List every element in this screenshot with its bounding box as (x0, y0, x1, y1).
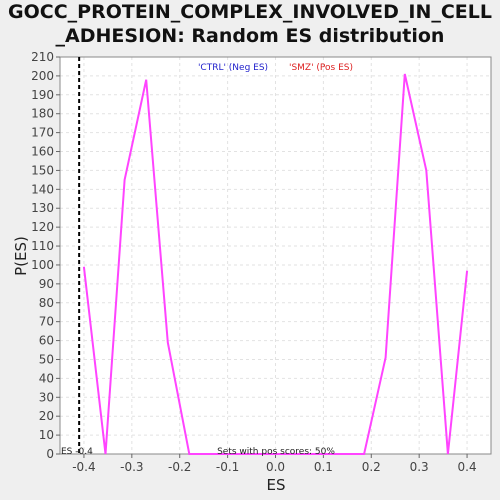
y-tick-label: 90 (39, 277, 54, 291)
y-tick-label: 140 (31, 182, 54, 196)
y-tick-label: 130 (31, 201, 54, 215)
y-tick-label: 20 (39, 409, 54, 423)
y-tick-label: 30 (39, 390, 54, 404)
actual-es-label: ES -0.4 (61, 447, 93, 457)
x-tick-label: 0.0 (266, 460, 285, 474)
x-tick-label: -0.1 (216, 460, 239, 474)
x-axis-title: ES (267, 476, 286, 494)
y-tick-label: 60 (39, 334, 54, 348)
y-tick-label: 110 (31, 239, 54, 253)
neg-es-legend-label: 'CTRL' (Neg ES) (198, 63, 268, 73)
x-tick-label: -0.4 (72, 460, 95, 474)
y-axis-title: P(ES) (12, 236, 30, 276)
x-tick-label: 0.4 (458, 460, 477, 474)
y-tick-label: 80 (39, 296, 54, 310)
y-tick-label: 180 (31, 107, 54, 121)
y-tick-label: 170 (31, 126, 54, 140)
y-tick-label: 100 (31, 258, 54, 272)
y-tick-label: 0 (46, 447, 54, 461)
x-tick-label: 0.3 (410, 460, 429, 474)
y-tick-label: 210 (31, 50, 54, 64)
x-tick-label: 0.1 (314, 460, 333, 474)
grid-layer (60, 57, 491, 454)
y-tick-label: 160 (31, 145, 54, 159)
y-tick-label: 200 (31, 69, 54, 83)
y-tick-label: 40 (39, 371, 54, 385)
pos-scores-footer-label: Sets with pos scores: 50% (217, 447, 335, 457)
y-tick-label: 10 (39, 428, 54, 442)
x-tick-label: -0.2 (168, 460, 191, 474)
y-tick-label: 50 (39, 352, 54, 366)
x-tick-label: 0.2 (362, 460, 381, 474)
y-tick-label: 150 (31, 163, 54, 177)
pos-es-legend-label: 'SMZ' (Pos ES) (289, 63, 353, 73)
x-tick-label: -0.3 (120, 460, 143, 474)
y-tick-label: 120 (31, 220, 54, 234)
y-tick-label: 70 (39, 315, 54, 329)
y-tick-label: 190 (31, 88, 54, 102)
